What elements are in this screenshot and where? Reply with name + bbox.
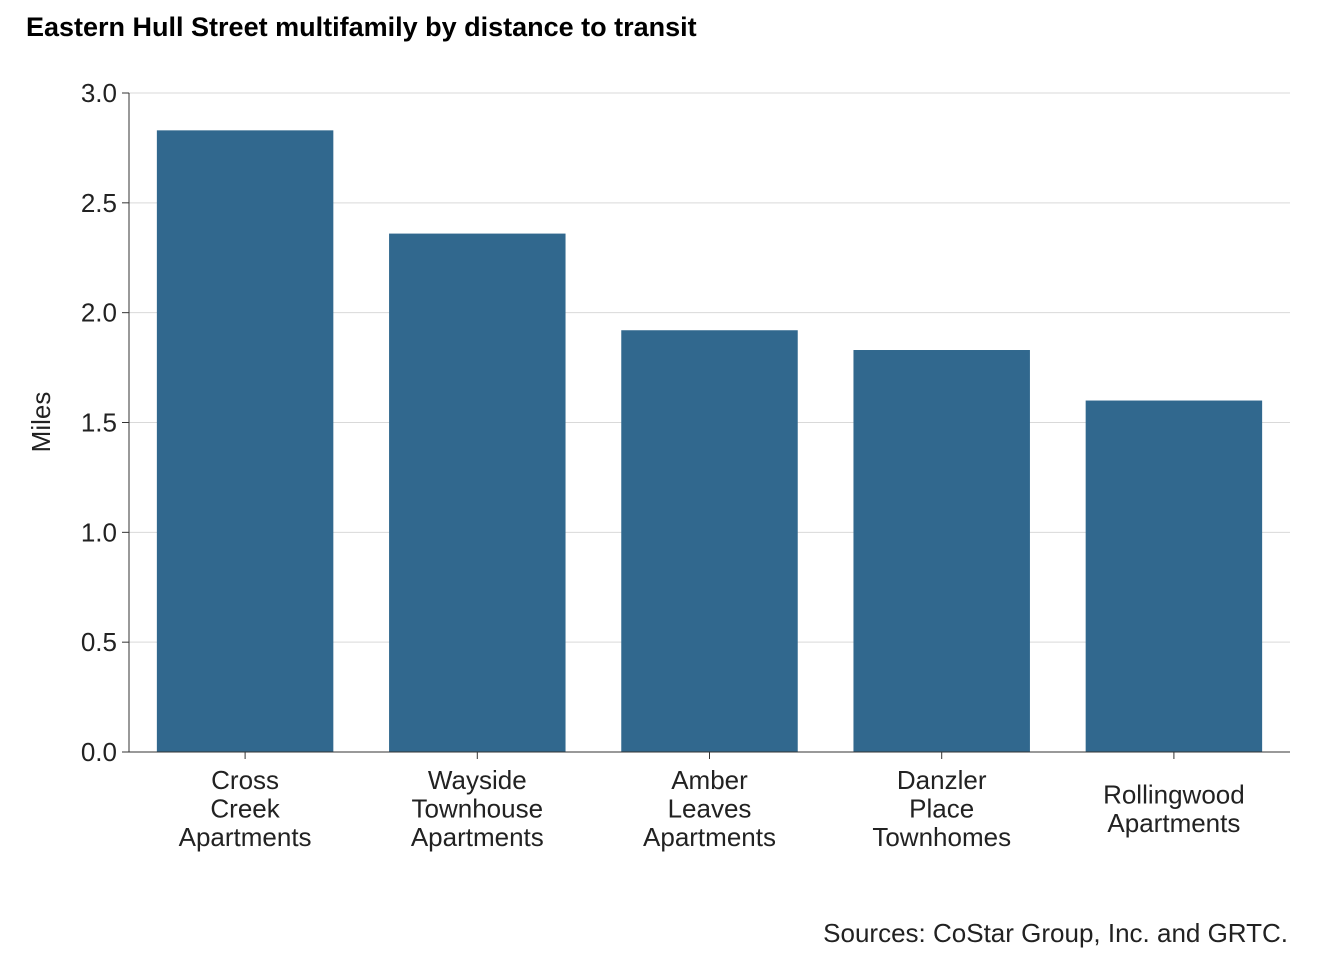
y-tick-label: 0.5 xyxy=(81,627,117,657)
x-tick-label: Cross Creek Apartments xyxy=(179,765,312,852)
bar xyxy=(156,130,334,753)
y-tick-label: 0.0 xyxy=(81,737,117,767)
x-tick-label-line: Leaves xyxy=(668,794,752,824)
x-tick-label-line: Place xyxy=(909,794,974,824)
source-caption: Sources: CoStar Group, Inc. and GRTC. xyxy=(823,918,1288,948)
bars xyxy=(156,130,1263,753)
x-tick-label-line: Townhouse xyxy=(412,794,544,824)
x-tick-label-line: Creek xyxy=(210,794,280,824)
y-axis-title: Miles xyxy=(26,392,56,453)
x-tick-label-line: Townhomes xyxy=(872,822,1011,852)
x-tick-label: Rollingwood Apartments xyxy=(1103,779,1245,838)
x-tick-label-line: Amber xyxy=(671,765,748,795)
x-tick-label-line: Apartments xyxy=(643,822,776,852)
x-tick-label-line: Apartments xyxy=(1107,808,1240,838)
x-tick-label: Danzler Place Townhomes xyxy=(872,765,1011,852)
bar xyxy=(389,233,566,752)
y-tick-label: 3.0 xyxy=(81,78,117,108)
y-tick-label: 1.5 xyxy=(81,408,117,438)
chart-title: Eastern Hull Street multifamily by dista… xyxy=(26,12,697,42)
x-tick-label-line: Cross xyxy=(211,765,279,795)
y-tick-label: 2.5 xyxy=(81,188,117,218)
y-tick-label: 2.0 xyxy=(81,298,117,328)
x-tick-label: Wayside Townhouse Apartments xyxy=(411,765,544,852)
x-tick-label-line: Wayside xyxy=(428,765,527,795)
x-tick-label-line: Apartments xyxy=(411,822,544,852)
y-axis: 0.0 0.5 1.0 1.5 2.0 2.5 3.0 xyxy=(81,78,130,767)
x-tick-label: Amber Leaves Apartments xyxy=(643,765,776,852)
bar xyxy=(621,330,798,752)
y-tick-label: 1.0 xyxy=(81,517,117,547)
bar xyxy=(853,350,1030,752)
x-tick-label-line: Danzler xyxy=(897,765,987,795)
x-tick-label-line: Apartments xyxy=(179,822,312,852)
x-tick-label-line: Rollingwood xyxy=(1103,779,1245,809)
bar xyxy=(1085,400,1263,752)
